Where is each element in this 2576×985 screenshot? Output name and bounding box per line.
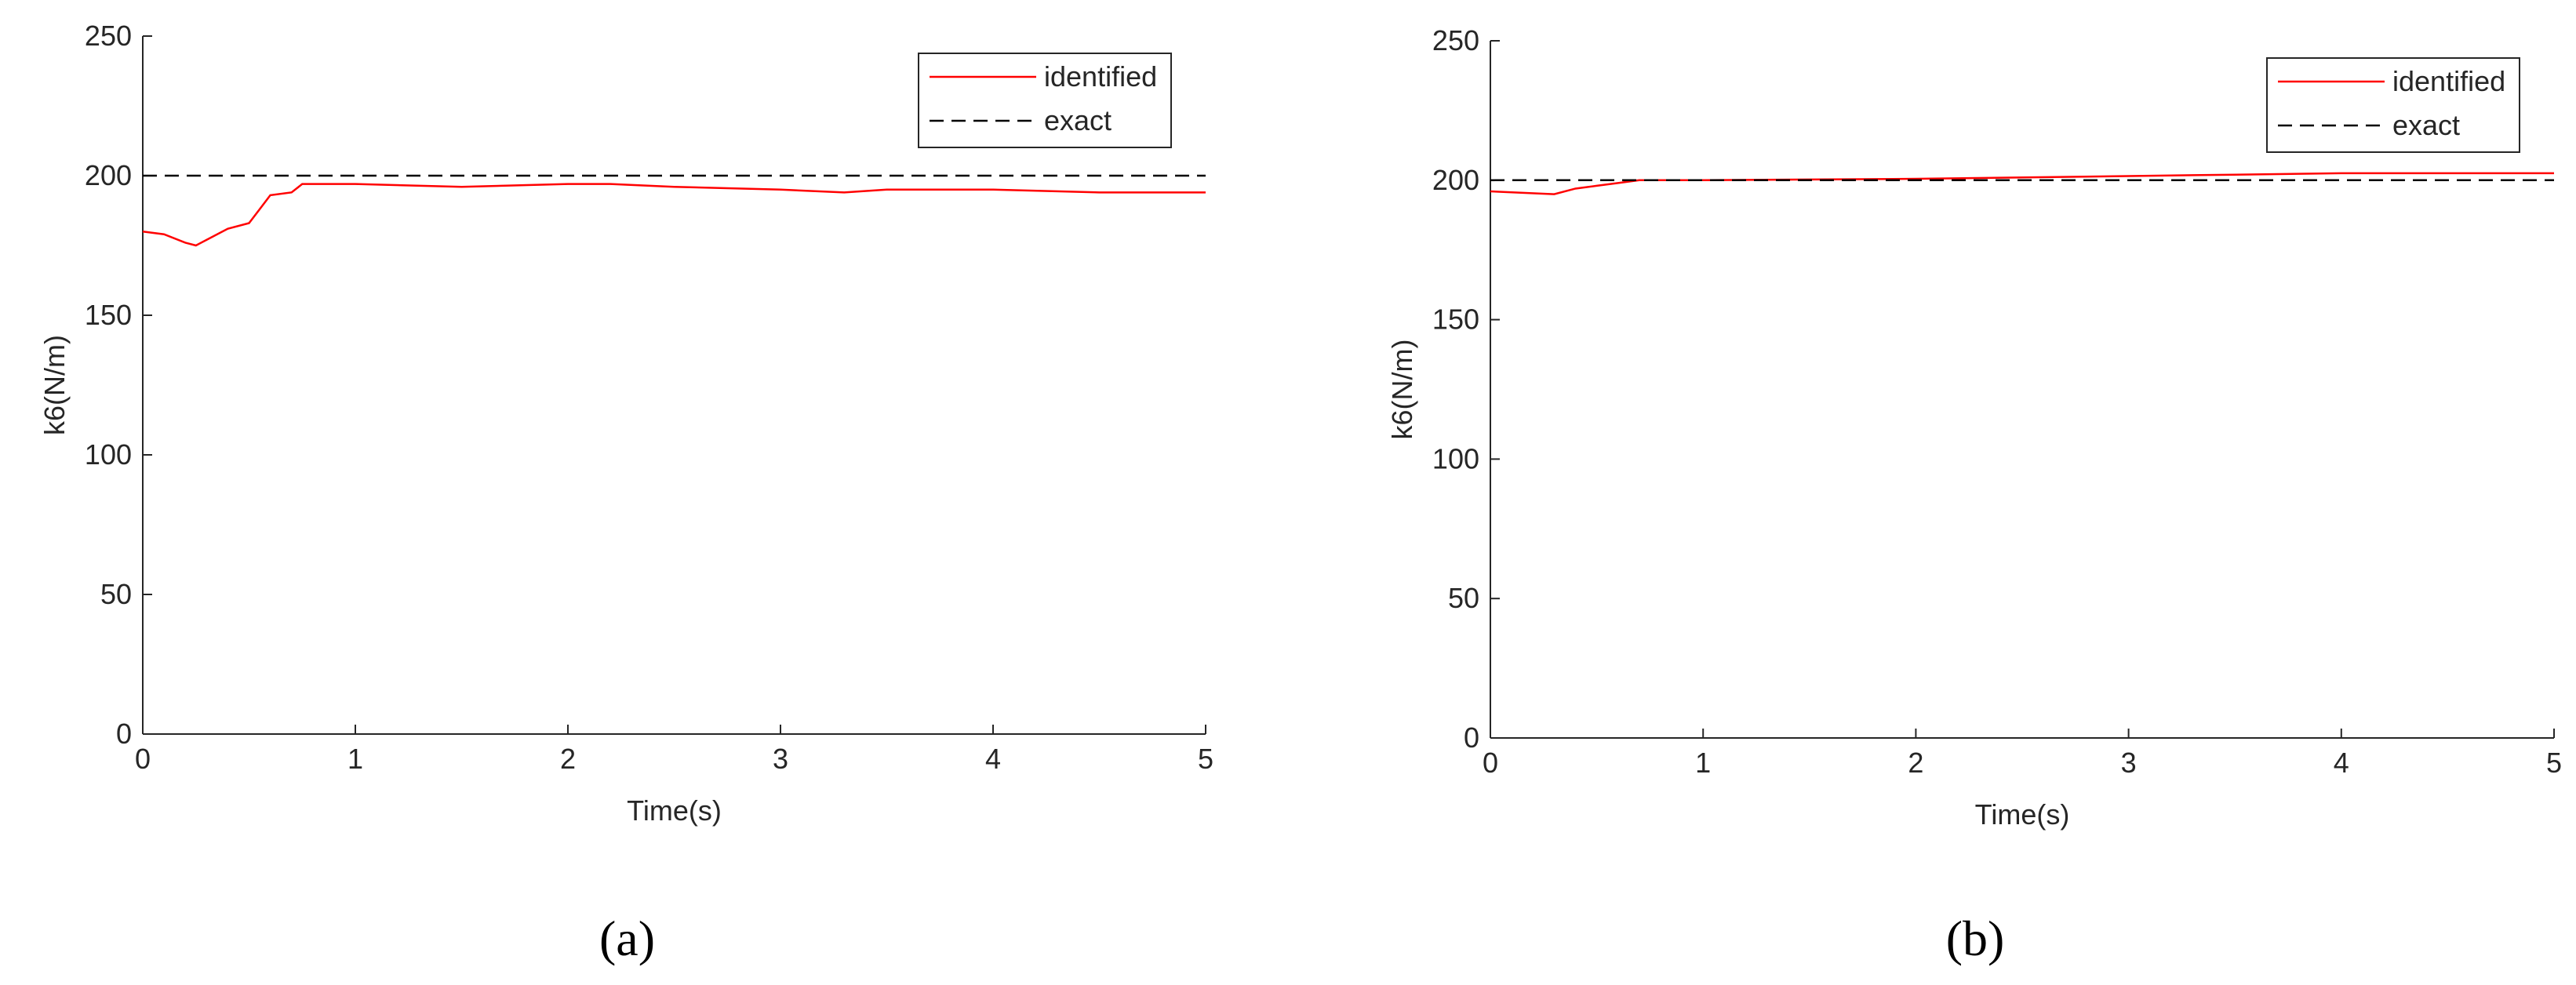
x-tick-label: 5 <box>2546 747 2562 779</box>
x-tick-label: 4 <box>2334 747 2349 779</box>
y-tick-label: 200 <box>85 159 132 191</box>
panel: 0 1 2 3 4 5050100150200250Time(s)k6(N/m)ident… <box>38 20 1213 966</box>
y-axis-label: k6(N/m) <box>38 335 71 435</box>
legend-label: exact <box>2392 109 2460 141</box>
y-tick-label: 250 <box>85 20 132 52</box>
panel: 0 1 2 3 4 5050100150200250Time(s)k6(N/m)ident… <box>1386 24 2562 966</box>
x-axis-label: Time(s) <box>1975 798 2070 831</box>
y-tick-label: 100 <box>1432 442 1479 474</box>
x-tick-label: 2 <box>560 743 576 775</box>
x-tick-label: 3 <box>773 743 788 775</box>
y-tick-label: 150 <box>85 299 132 331</box>
x-tick-label: 1 <box>1695 747 1711 779</box>
panel-label: (b) <box>1946 910 2005 966</box>
x-tick-label: 1 <box>347 743 363 775</box>
y-tick-label: 150 <box>1432 303 1479 336</box>
y-tick-label: 200 <box>1432 164 1479 196</box>
legend-label: identified <box>1044 60 1157 93</box>
panel-label: (a) <box>599 910 655 966</box>
x-axis-label: Time(s) <box>627 794 722 827</box>
legend-label: exact <box>1044 104 1112 136</box>
y-axis-label: k6(N/m) <box>1386 340 1418 440</box>
y-tick-label: 250 <box>1432 24 1479 56</box>
y-tick-label: 0 <box>116 718 132 750</box>
x-tick-label: 0 <box>1483 747 1498 779</box>
x-tick-label: 2 <box>1908 747 1923 779</box>
x-tick-label: 5 <box>1198 743 1213 775</box>
y-tick-label: 50 <box>1448 582 1479 614</box>
data-line <box>1490 172 2554 195</box>
data-line <box>142 183 1206 247</box>
y-tick-label: 100 <box>85 438 132 471</box>
x-tick-label: 0 <box>135 743 151 775</box>
legend-box <box>2266 57 2520 153</box>
y-tick-label: 0 <box>1464 721 1479 754</box>
legend-box <box>918 53 1172 148</box>
legend-label: identified <box>2392 65 2505 97</box>
x-tick-label: 3 <box>2121 747 2137 779</box>
y-tick-label: 50 <box>100 578 132 610</box>
x-tick-label: 4 <box>985 743 1001 775</box>
